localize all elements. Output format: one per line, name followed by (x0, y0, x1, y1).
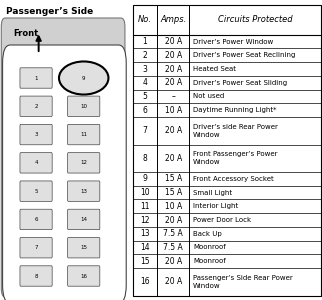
Text: 16: 16 (80, 274, 87, 278)
Text: 13: 13 (80, 189, 87, 194)
Text: 20 A: 20 A (165, 277, 182, 286)
Text: Daytime Running Light*: Daytime Running Light* (193, 107, 277, 113)
Text: Front: Front (13, 28, 38, 38)
Text: 7: 7 (142, 126, 147, 135)
Text: 1: 1 (143, 37, 147, 46)
FancyBboxPatch shape (68, 209, 100, 230)
Text: 20 A: 20 A (165, 126, 182, 135)
Text: Passenger’s Side Rear Power
Window: Passenger’s Side Rear Power Window (193, 275, 293, 289)
FancyBboxPatch shape (3, 45, 126, 300)
Text: Circuits Protected: Circuits Protected (218, 15, 292, 24)
Text: Power Door Lock: Power Door Lock (193, 217, 251, 223)
FancyBboxPatch shape (20, 124, 52, 145)
FancyBboxPatch shape (20, 181, 52, 201)
FancyBboxPatch shape (68, 181, 100, 201)
Text: 13: 13 (140, 229, 150, 238)
Text: 14: 14 (140, 243, 150, 252)
Text: 10 A: 10 A (165, 202, 182, 211)
FancyBboxPatch shape (68, 153, 100, 173)
Text: 10: 10 (140, 188, 150, 197)
Text: 10: 10 (80, 104, 87, 109)
Text: 15: 15 (80, 245, 87, 250)
Text: 15 A: 15 A (165, 174, 182, 183)
Text: Interior Light: Interior Light (193, 203, 238, 209)
Text: Driver’s Power Window: Driver’s Power Window (193, 39, 273, 45)
Text: 6: 6 (142, 106, 147, 115)
FancyBboxPatch shape (20, 68, 52, 88)
Text: 20 A: 20 A (165, 51, 182, 60)
Text: 16: 16 (140, 277, 150, 286)
Text: 20 A: 20 A (165, 154, 182, 163)
Text: 1: 1 (34, 76, 38, 80)
Text: 7.5 A: 7.5 A (163, 229, 183, 238)
Text: 8: 8 (143, 154, 147, 163)
FancyBboxPatch shape (68, 96, 100, 116)
FancyBboxPatch shape (1, 18, 125, 297)
Text: Driver’s Power Seat Reclining: Driver’s Power Seat Reclining (193, 52, 295, 58)
Text: 2: 2 (34, 104, 38, 109)
Text: 11: 11 (140, 202, 150, 211)
Text: 3: 3 (34, 132, 38, 137)
Ellipse shape (59, 61, 109, 94)
Text: 9: 9 (82, 76, 85, 80)
Text: Driver’s Power Seat Sliding: Driver’s Power Seat Sliding (193, 80, 287, 86)
Text: 15 A: 15 A (165, 188, 182, 197)
Text: 4: 4 (34, 160, 38, 165)
Text: Heated Seat: Heated Seat (193, 66, 236, 72)
Text: 10 A: 10 A (165, 106, 182, 115)
FancyBboxPatch shape (20, 153, 52, 173)
Text: 3: 3 (142, 64, 147, 74)
Text: –: – (171, 92, 175, 101)
Text: 20 A: 20 A (165, 64, 182, 74)
Text: Small Light: Small Light (193, 190, 232, 196)
Text: 8: 8 (34, 274, 38, 278)
FancyBboxPatch shape (68, 266, 100, 286)
FancyBboxPatch shape (20, 266, 52, 286)
Text: 14: 14 (80, 217, 87, 222)
Text: Not used: Not used (193, 94, 224, 100)
Text: 2: 2 (143, 51, 147, 60)
Text: 11: 11 (80, 132, 87, 137)
FancyBboxPatch shape (20, 209, 52, 230)
Text: Front Accessory Socket: Front Accessory Socket (193, 176, 274, 182)
Text: Passenger’s Side: Passenger’s Side (6, 8, 94, 16)
Text: 7.5 A: 7.5 A (163, 243, 183, 252)
Text: Front Passenger’s Power
Window: Front Passenger’s Power Window (193, 152, 278, 165)
Text: 5: 5 (142, 92, 147, 101)
Text: 20 A: 20 A (165, 215, 182, 224)
Text: 12: 12 (80, 160, 87, 165)
Text: 20 A: 20 A (165, 37, 182, 46)
Text: 20 A: 20 A (165, 257, 182, 266)
Text: 12: 12 (140, 215, 150, 224)
Text: Back Up: Back Up (193, 231, 222, 237)
Text: Moonroof: Moonroof (193, 244, 226, 250)
Text: 6: 6 (34, 217, 38, 222)
FancyBboxPatch shape (68, 124, 100, 145)
Text: 5: 5 (34, 189, 38, 194)
Text: 7: 7 (34, 245, 38, 250)
Text: Moonroof: Moonroof (193, 258, 226, 264)
Text: Driver’s side Rear Power
Window: Driver’s side Rear Power Window (193, 124, 278, 137)
FancyBboxPatch shape (20, 96, 52, 116)
FancyBboxPatch shape (20, 238, 52, 258)
FancyBboxPatch shape (68, 238, 100, 258)
Text: 9: 9 (142, 174, 147, 183)
Text: 15: 15 (140, 257, 150, 266)
Text: 4: 4 (142, 78, 147, 87)
Text: 20 A: 20 A (165, 78, 182, 87)
Text: No.: No. (138, 15, 152, 24)
Text: Amps.: Amps. (160, 15, 186, 24)
